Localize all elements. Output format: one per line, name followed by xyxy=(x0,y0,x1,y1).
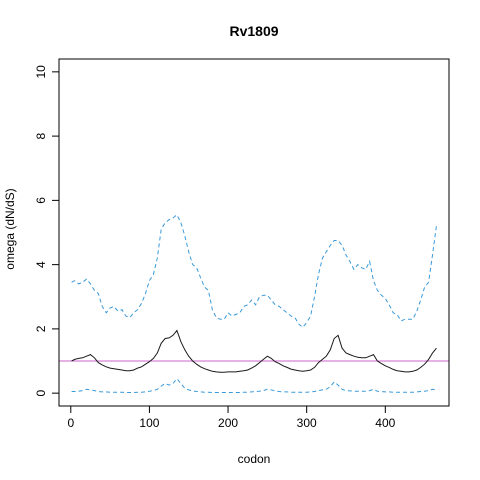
upper-line xyxy=(71,214,437,329)
estimate-line xyxy=(71,329,437,373)
y-tick-label: 6 xyxy=(34,197,48,204)
x-axis: 0 100 200 300 400 xyxy=(67,405,396,430)
y-tick-label: 2 xyxy=(34,325,48,332)
y-tick-label: 0 xyxy=(34,389,48,396)
plot-frame xyxy=(58,58,450,407)
y-tick-label: 8 xyxy=(34,132,48,139)
x-axis-label: codon xyxy=(238,452,271,466)
series-layer xyxy=(71,214,437,393)
y-tick-label: 10 xyxy=(34,65,48,79)
y-tick-label: 4 xyxy=(34,261,48,268)
y-axis: 0 2 4 6 8 10 xyxy=(34,65,60,396)
x-tick-label: 300 xyxy=(297,416,317,430)
x-tick-label: 100 xyxy=(139,416,159,430)
lower-line xyxy=(71,377,437,393)
x-tick-label: 0 xyxy=(67,416,74,430)
x-tick-label: 200 xyxy=(218,416,238,430)
chart-title: Rv1809 xyxy=(229,23,278,39)
x-tick-label: 400 xyxy=(375,416,395,430)
y-axis-label: omega (dN/dS) xyxy=(3,188,17,269)
